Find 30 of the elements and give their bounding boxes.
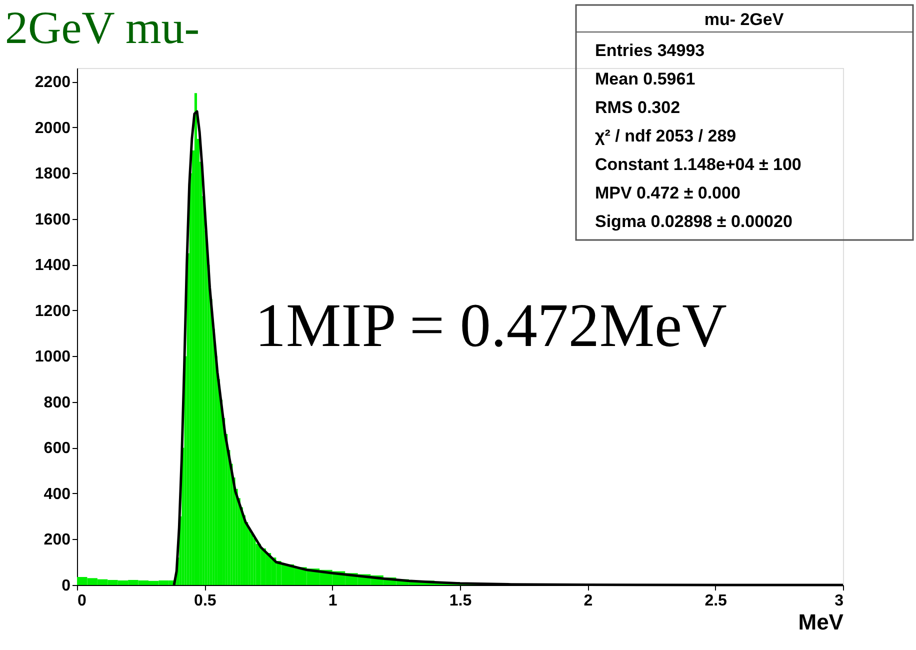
y-tick-label: 1600 (34, 211, 71, 228)
x-axis-title: MeV (798, 610, 844, 634)
chart-title: 2GeV mu- (5, 2, 200, 53)
x-tick-label: 1.5 (449, 592, 472, 610)
y-tick-label: 600 (44, 440, 71, 458)
y-tick-label: 200 (44, 532, 71, 549)
x-tick-label: 0.5 (194, 592, 216, 610)
y-tick-label: 1200 (34, 302, 71, 320)
annotation: Mean 0.5961 (595, 70, 696, 88)
y-tick-label: 1000 (34, 348, 71, 366)
y-tick-label: 1800 (34, 166, 71, 183)
x-tick-label: 0 (78, 592, 86, 610)
annotation: Sigma 0.02898 ± 0.00020 (595, 212, 792, 231)
text: mu- 2GeV (704, 10, 784, 29)
y-tick-label: 400 (44, 486, 71, 503)
annotation: Constant 1.148e+04 ± 100 (595, 155, 802, 174)
annotation: 1MIP = 0.472MeV (255, 292, 728, 360)
y-tick-label: 2000 (34, 120, 71, 137)
y-tick-label: 800 (44, 394, 71, 412)
x-tick-label: 1 (328, 592, 338, 610)
y-tick-label: 1400 (34, 257, 71, 274)
annotation: χ² / ndf 2053 / 289 (595, 126, 736, 146)
text: Entries 34993 (595, 41, 705, 60)
x-tick-label: 3 (834, 592, 844, 610)
y-tick-label: 0 (62, 578, 71, 594)
annotation: RMS 0.302 (595, 98, 680, 117)
annotation: MPV 0.472 ± 0.000 (595, 184, 740, 202)
x-tick-label: 2.5 (704, 592, 728, 610)
y-tick-label: 2200 (34, 74, 71, 92)
x-tick-label: 2 (584, 592, 593, 610)
